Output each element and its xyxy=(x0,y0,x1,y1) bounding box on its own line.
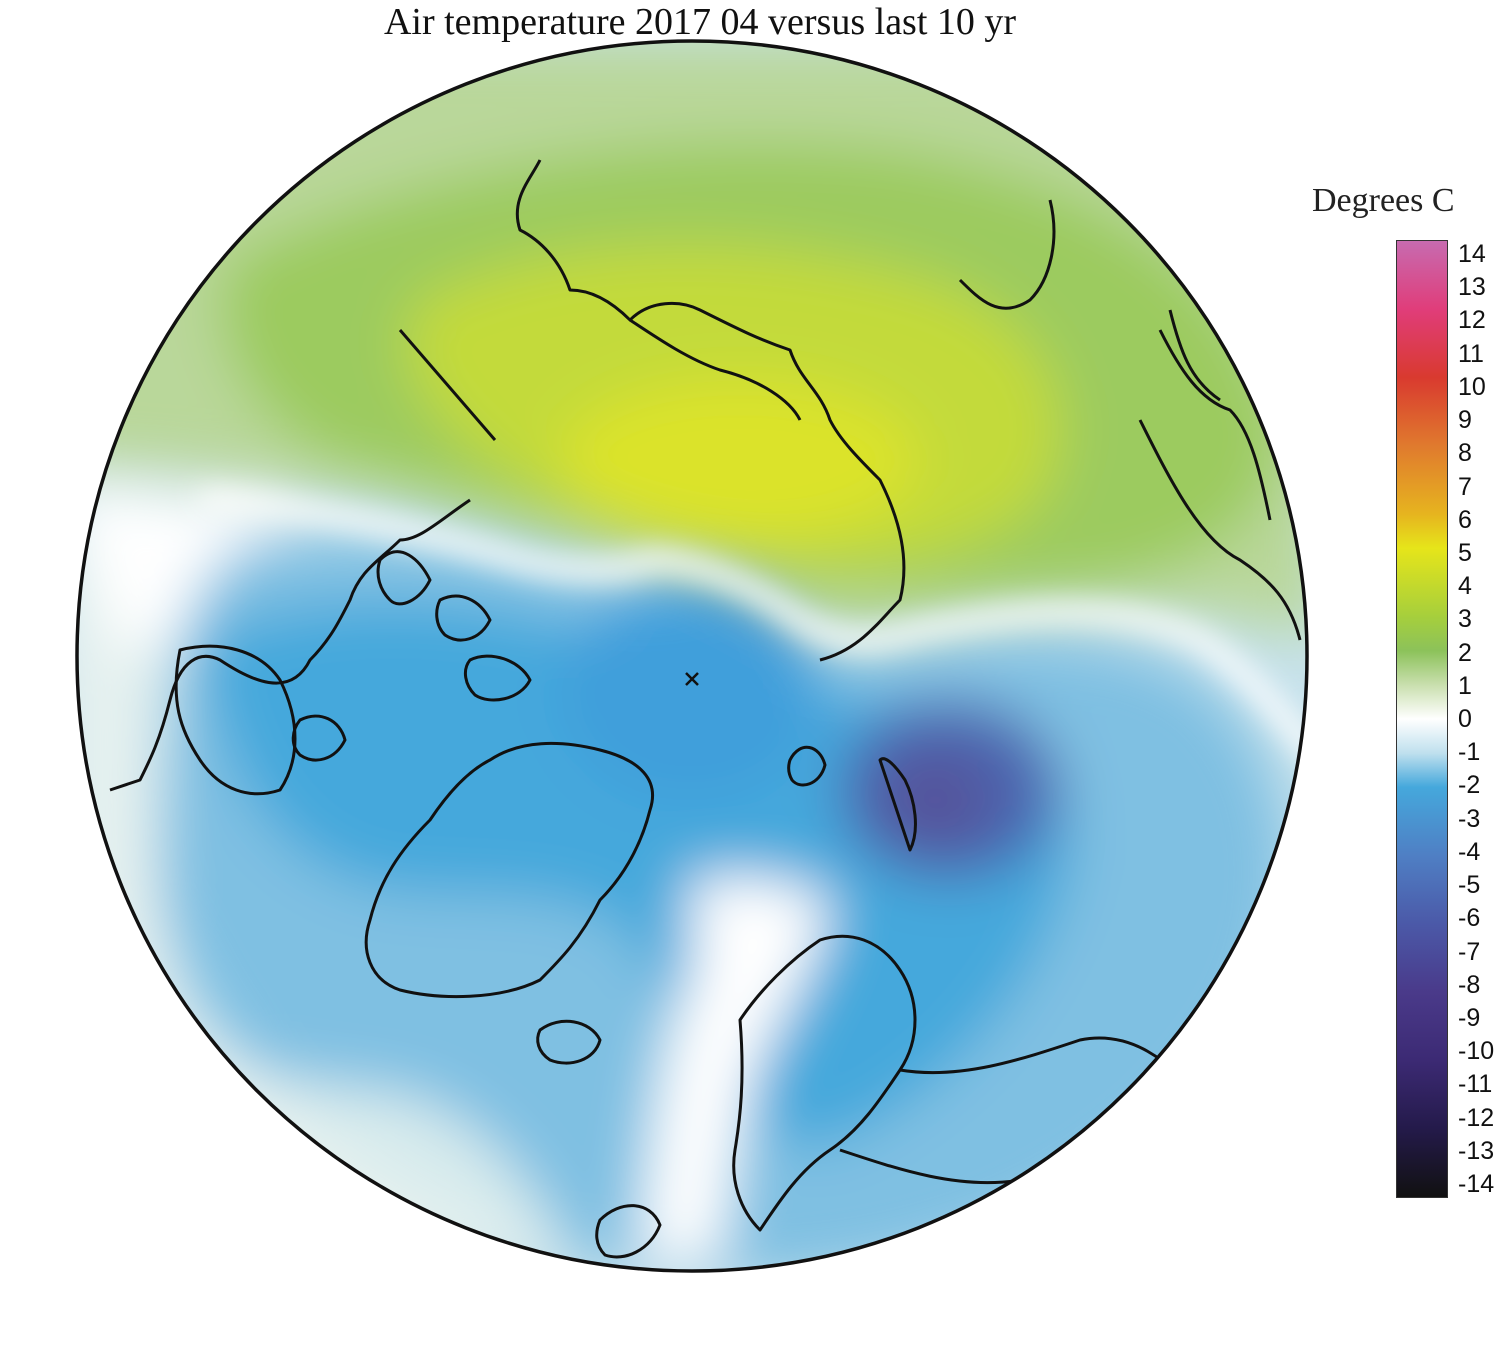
polar-map xyxy=(75,39,1309,1273)
colorbar-tick-label: -2 xyxy=(1458,771,1481,800)
colorbar-tick-label: 6 xyxy=(1458,505,1472,534)
colorbar-tick-label: 10 xyxy=(1458,372,1486,401)
colorbar-tick-label: 7 xyxy=(1458,472,1472,501)
map-boundary xyxy=(75,39,1309,1273)
colorbar-tick-label: -13 xyxy=(1458,1136,1495,1165)
colorbar-tick-label: -7 xyxy=(1458,937,1481,966)
colorbar-tick-label: 3 xyxy=(1458,605,1472,634)
colorbar-tick-label: -3 xyxy=(1458,804,1481,833)
colorbar-tick-label: -14 xyxy=(1458,1170,1495,1198)
colorbar-tick-label: -12 xyxy=(1458,1103,1495,1132)
colorbar-tick-label: 11 xyxy=(1458,339,1484,368)
chart-title: Air temperature 2017 04 versus last 10 y… xyxy=(383,1,1017,43)
legend-title: Degrees C xyxy=(1312,182,1455,219)
colorbar-tick-label: 2 xyxy=(1458,638,1472,667)
colorbar-tick-label: 13 xyxy=(1458,273,1486,302)
colorbar-tick-label: 5 xyxy=(1458,538,1472,567)
colorbar-tick-label: -10 xyxy=(1458,1037,1495,1066)
colorbar-tick-label: 0 xyxy=(1458,705,1472,733)
colorbar-tick-label: -4 xyxy=(1458,837,1481,866)
coastlines xyxy=(109,159,1302,1259)
colorbar-tick-label: -6 xyxy=(1458,904,1481,933)
colorbar-tick-label: 1 xyxy=(1458,671,1472,700)
colorbar-tick-label: -5 xyxy=(1458,871,1481,900)
colorbar-tick-label: -1 xyxy=(1458,738,1481,767)
colorbar-tick-label: 8 xyxy=(1458,439,1472,468)
colorbar-tick-label: -11 xyxy=(1458,1070,1493,1099)
colorbar-tick-label: 9 xyxy=(1458,406,1472,435)
colorbar-tick-label: 12 xyxy=(1458,306,1486,335)
colorbar-tick-label: -9 xyxy=(1458,1003,1481,1032)
colorbar xyxy=(1396,240,1448,1198)
colorbar-tick-label: -8 xyxy=(1458,970,1481,999)
colorbar-tick-label: 14 xyxy=(1458,240,1486,268)
colorbar-tick-label: 4 xyxy=(1458,572,1472,601)
